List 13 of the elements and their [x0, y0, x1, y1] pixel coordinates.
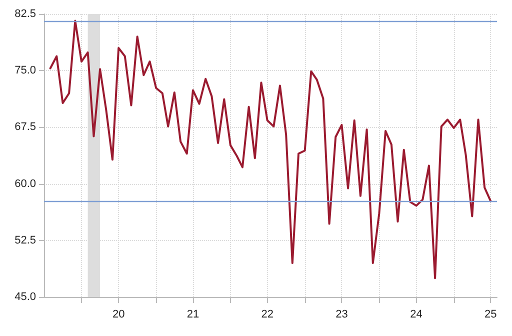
- y-tick-label: 60.0: [14, 178, 36, 190]
- x-tick-label: 24: [410, 308, 422, 320]
- x-tick-label: 25: [484, 308, 497, 320]
- y-tick-label: 67.5: [14, 121, 36, 134]
- x-tick-label: 23: [336, 308, 348, 320]
- line-series: [49, 20, 492, 280]
- x-tick-label: 21: [186, 308, 200, 320]
- y-tick-label: 45.0: [14, 291, 36, 303]
- x-tick-label: 22: [261, 308, 274, 320]
- x-tick-label: 20: [112, 308, 125, 320]
- y-tick-label: 52.5: [14, 234, 36, 246]
- y-tick-label: 82.5: [14, 8, 36, 20]
- y-tick-label: 75.0: [14, 64, 36, 77]
